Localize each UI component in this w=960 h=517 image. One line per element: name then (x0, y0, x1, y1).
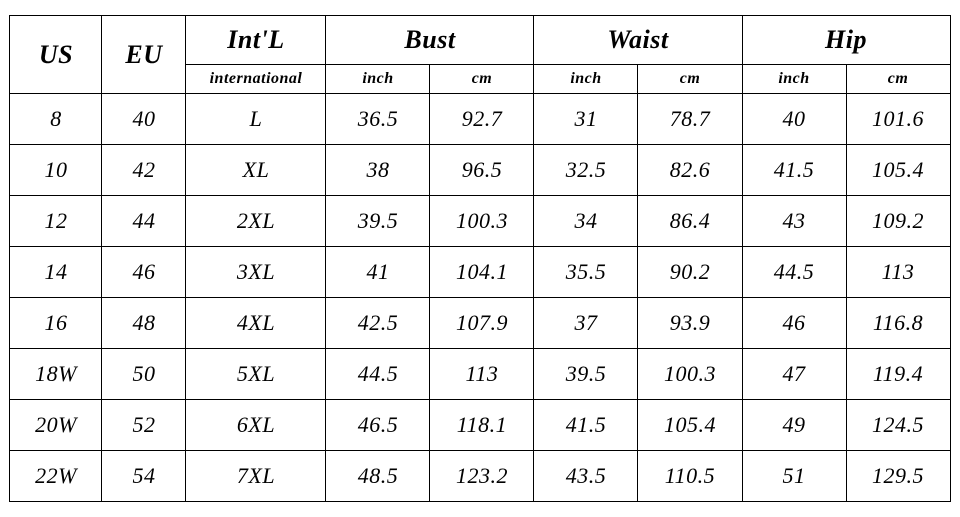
cell-intl: 5XL (186, 349, 326, 400)
cell-waist_inch: 35.5 (534, 247, 638, 298)
cell-waist_cm: 82.6 (638, 145, 742, 196)
header-row-1: US EU Int'L Bust Waist Hip (10, 16, 950, 65)
table-row: 12442XL39.5100.33486.443109.2 (10, 196, 950, 247)
cell-hip_cm: 129.5 (846, 451, 950, 502)
header-us: US (10, 16, 102, 94)
cell-waist_inch: 43.5 (534, 451, 638, 502)
cell-bust_inch: 42.5 (326, 298, 430, 349)
cell-us: 14 (10, 247, 102, 298)
cell-eu: 40 (102, 94, 186, 145)
cell-us: 18W (10, 349, 102, 400)
cell-hip_cm: 119.4 (846, 349, 950, 400)
cell-hip_cm: 101.6 (846, 94, 950, 145)
cell-bust_inch: 44.5 (326, 349, 430, 400)
table-row: 20W526XL46.5118.141.5105.449124.5 (10, 400, 950, 451)
cell-hip_inch: 43 (742, 196, 846, 247)
cell-hip_inch: 47 (742, 349, 846, 400)
cell-bust_inch: 38 (326, 145, 430, 196)
header-intl-sub: international (186, 65, 326, 94)
header-waist: Waist (534, 16, 742, 65)
cell-hip_inch: 44.5 (742, 247, 846, 298)
cell-eu: 52 (102, 400, 186, 451)
cell-waist_inch: 37 (534, 298, 638, 349)
cell-waist_cm: 90.2 (638, 247, 742, 298)
cell-bust_cm: 104.1 (430, 247, 534, 298)
cell-hip_inch: 41.5 (742, 145, 846, 196)
cell-bust_inch: 39.5 (326, 196, 430, 247)
header-hip-inch: inch (742, 65, 846, 94)
cell-bust_cm: 96.5 (430, 145, 534, 196)
cell-intl: 4XL (186, 298, 326, 349)
cell-us: 10 (10, 145, 102, 196)
cell-intl: 7XL (186, 451, 326, 502)
cell-bust_inch: 46.5 (326, 400, 430, 451)
cell-bust_cm: 118.1 (430, 400, 534, 451)
cell-waist_cm: 105.4 (638, 400, 742, 451)
cell-eu: 42 (102, 145, 186, 196)
cell-waist_inch: 32.5 (534, 145, 638, 196)
cell-hip_inch: 46 (742, 298, 846, 349)
header-waist-cm: cm (638, 65, 742, 94)
cell-bust_cm: 92.7 (430, 94, 534, 145)
cell-eu: 48 (102, 298, 186, 349)
table-row: 1042XL3896.532.582.641.5105.4 (10, 145, 950, 196)
cell-hip_inch: 49 (742, 400, 846, 451)
cell-bust_cm: 107.9 (430, 298, 534, 349)
cell-us: 12 (10, 196, 102, 247)
cell-bust_cm: 113 (430, 349, 534, 400)
cell-hip_cm: 113 (846, 247, 950, 298)
cell-intl: 6XL (186, 400, 326, 451)
cell-intl: XL (186, 145, 326, 196)
cell-eu: 44 (102, 196, 186, 247)
table-body: 840L36.592.73178.740101.61042XL3896.532.… (10, 94, 950, 502)
cell-eu: 50 (102, 349, 186, 400)
cell-waist_cm: 110.5 (638, 451, 742, 502)
cell-waist_cm: 93.9 (638, 298, 742, 349)
cell-bust_cm: 123.2 (430, 451, 534, 502)
cell-hip_inch: 40 (742, 94, 846, 145)
cell-waist_inch: 31 (534, 94, 638, 145)
header-bust-cm: cm (430, 65, 534, 94)
cell-us: 22W (10, 451, 102, 502)
header-eu: EU (102, 16, 186, 94)
header-hip-cm: cm (846, 65, 950, 94)
table-row: 22W547XL48.5123.243.5110.551129.5 (10, 451, 950, 502)
size-chart-table: US EU Int'L Bust Waist Hip international… (9, 15, 950, 502)
cell-eu: 46 (102, 247, 186, 298)
cell-waist_inch: 39.5 (534, 349, 638, 400)
cell-waist_cm: 86.4 (638, 196, 742, 247)
cell-hip_cm: 105.4 (846, 145, 950, 196)
cell-bust_cm: 100.3 (430, 196, 534, 247)
cell-hip_inch: 51 (742, 451, 846, 502)
cell-bust_inch: 36.5 (326, 94, 430, 145)
cell-bust_inch: 41 (326, 247, 430, 298)
table-row: 14463XL41104.135.590.244.5113 (10, 247, 950, 298)
header-waist-inch: inch (534, 65, 638, 94)
header-bust-inch: inch (326, 65, 430, 94)
cell-hip_cm: 124.5 (846, 400, 950, 451)
cell-hip_cm: 109.2 (846, 196, 950, 247)
cell-bust_inch: 48.5 (326, 451, 430, 502)
cell-waist_cm: 100.3 (638, 349, 742, 400)
cell-waist_inch: 41.5 (534, 400, 638, 451)
table-row: 16484XL42.5107.93793.946116.8 (10, 298, 950, 349)
table-row: 18W505XL44.511339.5100.347119.4 (10, 349, 950, 400)
cell-intl: 3XL (186, 247, 326, 298)
header-intl: Int'L (186, 16, 326, 65)
cell-us: 16 (10, 298, 102, 349)
header-bust: Bust (326, 16, 534, 65)
cell-waist_inch: 34 (534, 196, 638, 247)
table-header: US EU Int'L Bust Waist Hip international… (10, 16, 950, 94)
header-hip: Hip (742, 16, 950, 65)
cell-hip_cm: 116.8 (846, 298, 950, 349)
table-row: 840L36.592.73178.740101.6 (10, 94, 950, 145)
cell-us: 8 (10, 94, 102, 145)
cell-waist_cm: 78.7 (638, 94, 742, 145)
cell-eu: 54 (102, 451, 186, 502)
cell-intl: 2XL (186, 196, 326, 247)
cell-intl: L (186, 94, 326, 145)
cell-us: 20W (10, 400, 102, 451)
